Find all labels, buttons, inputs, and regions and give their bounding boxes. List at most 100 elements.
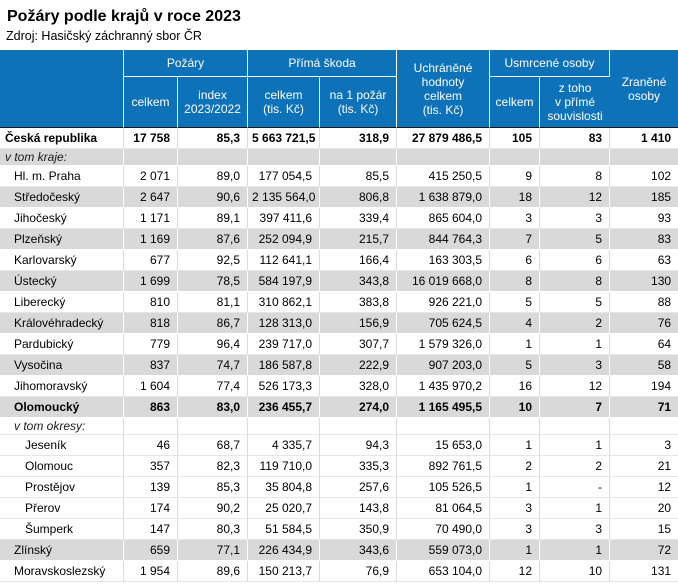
table-row: Šumperk 147 80,3 51 584,5 350,9 70 490,0 3 3 15 — [0, 519, 678, 540]
table-row: Pardubický 779 96,4 239 717,0 307,7 1 579 326… — [0, 334, 678, 355]
value-cell: 1 — [490, 540, 541, 561]
value-cell: 844 764,3 — [397, 229, 491, 250]
value-cell: 318,9 — [320, 128, 398, 149]
value-cell: 1 — [540, 540, 611, 561]
value-cell: 2 — [540, 313, 611, 334]
value-cell: 68,7 — [178, 435, 249, 456]
table-row: Vysočina 837 74,7 186 587,8 222,9 907 203,0 5 3… — [0, 355, 678, 376]
value-cell: 415 250,5 — [397, 166, 491, 187]
value-cell: 2 — [490, 456, 541, 477]
value-cell: 339,4 — [320, 208, 398, 229]
value-cell — [490, 149, 541, 166]
value-cell: 9 — [490, 166, 541, 187]
value-cell: 1 — [490, 477, 541, 498]
value-cell: 806,8 — [320, 187, 398, 208]
value-cell: 194 — [610, 376, 678, 397]
region-cell: Středočeský — [0, 187, 124, 208]
value-cell: 51 584,5 — [248, 519, 321, 540]
value-cell: 1 435 970,2 — [397, 376, 491, 397]
value-cell: 215,7 — [320, 229, 398, 250]
value-cell: 1 169 — [124, 229, 178, 250]
value-cell — [248, 149, 321, 166]
value-cell: 3 — [540, 519, 611, 540]
value-cell: 6 — [490, 250, 541, 271]
value-cell: 863 — [124, 397, 178, 418]
table-row: Zlínský 659 77,1 226 434,9 343,6 559 073,0 1 1 7… — [0, 540, 678, 561]
value-cell: 174 — [124, 498, 178, 519]
value-cell: 112 641,1 — [248, 250, 321, 271]
region-cell: Plzeňský — [0, 229, 124, 250]
value-cell: 76 — [610, 313, 678, 334]
value-cell: 526 173,3 — [248, 376, 321, 397]
value-cell: 89,6 — [178, 561, 249, 582]
table-row: Jeseník 46 68,7 4 335,7 94,3 15 653,0 1 1 3 — [0, 435, 678, 456]
value-cell: 257,6 — [320, 477, 398, 498]
value-cell — [248, 418, 321, 435]
value-cell: 10 — [490, 397, 541, 418]
value-cell: 27 879 486,5 — [397, 128, 491, 149]
value-cell: 77,1 — [178, 540, 249, 561]
value-cell — [178, 149, 249, 166]
value-cell: 85,5 — [320, 166, 398, 187]
value-cell: 81,1 — [178, 292, 249, 313]
value-cell: 677 — [124, 250, 178, 271]
value-cell — [610, 149, 678, 166]
table-row: Liberecký 810 81,1 310 862,1 383,8 926 221,0 5… — [0, 292, 678, 313]
value-cell: 1 — [540, 334, 611, 355]
value-cell: 779 — [124, 334, 178, 355]
region-cell: Přerov — [0, 498, 124, 519]
value-cell — [397, 149, 491, 166]
value-cell: 307,7 — [320, 334, 398, 355]
value-cell — [397, 418, 491, 435]
value-cell: 892 761,5 — [397, 456, 491, 477]
value-cell: 147 — [124, 519, 178, 540]
value-cell: 2 071 — [124, 166, 178, 187]
value-cell: 3 — [490, 208, 541, 229]
value-cell — [178, 418, 249, 435]
value-cell: 865 604,0 — [397, 208, 491, 229]
value-cell: 1 — [490, 435, 541, 456]
value-cell: 46 — [124, 435, 178, 456]
region-cell: Jihočeský — [0, 208, 124, 229]
region-cell: Ústecký — [0, 271, 124, 292]
value-cell: 4 — [490, 313, 541, 334]
value-cell: 58 — [610, 355, 678, 376]
value-cell: 7 — [540, 397, 611, 418]
value-cell: 926 221,0 — [397, 292, 491, 313]
value-cell: 8 — [540, 166, 611, 187]
value-cell — [124, 149, 178, 166]
value-cell: 83,0 — [178, 397, 249, 418]
value-cell: 1 — [540, 435, 611, 456]
header-zranene-osoby: Zraněné osoby — [610, 50, 678, 128]
value-cell: 1 410 — [610, 128, 678, 149]
value-cell: 310 862,1 — [248, 292, 321, 313]
value-cell: 139 — [124, 477, 178, 498]
value-cell: 6 — [540, 250, 611, 271]
header-pozary-celkem: celkem — [124, 77, 178, 128]
value-cell: 186 587,8 — [248, 355, 321, 376]
value-cell: 72 — [610, 540, 678, 561]
value-cell: 3 — [540, 355, 611, 376]
value-cell: 343,8 — [320, 271, 398, 292]
value-cell: 78,5 — [178, 271, 249, 292]
value-cell: 653 104,0 — [397, 561, 491, 582]
value-cell: 659 — [124, 540, 178, 561]
value-cell: 119 710,0 — [248, 456, 321, 477]
value-cell: 143,8 — [320, 498, 398, 519]
value-cell: 90,2 — [178, 498, 249, 519]
region-cell: Jeseník — [0, 435, 124, 456]
value-cell: 5 — [490, 355, 541, 376]
header-usmrcene-z-toho: z toho v přímé souvislosti — [540, 77, 611, 128]
table-row: Česká republika 17 758 85,3 5 663 721,5 318,… — [0, 128, 678, 149]
value-cell: 81 064,5 — [397, 498, 491, 519]
region-cell: Pardubický — [0, 334, 124, 355]
table-row: Olomoucký 863 83,0 236 455,7 274,0 1 165 495,… — [0, 397, 678, 418]
value-cell: 92,5 — [178, 250, 249, 271]
value-cell: 837 — [124, 355, 178, 376]
table-row: v tom kraje: — [0, 149, 678, 166]
value-cell: 383,8 — [320, 292, 398, 313]
value-cell: 166,4 — [320, 250, 398, 271]
value-cell: 1 638 879,0 — [397, 187, 491, 208]
table-row: Hl. m. Praha 2 071 89,0 177 054,5 85,5 415 25… — [0, 166, 678, 187]
value-cell: 222,9 — [320, 355, 398, 376]
